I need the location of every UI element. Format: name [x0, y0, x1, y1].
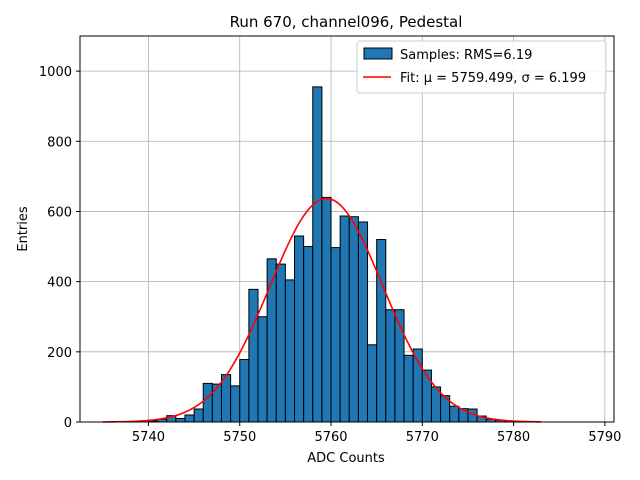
plot-frame — [79, 35, 615, 423]
y-axis-ticks: 0 200 400 600 800 1000 — [39, 65, 80, 431]
histogram-bar — [367, 344, 378, 423]
legend-histogram-label: Samples: RMS=6.19 — [400, 48, 532, 63]
histogram-bar — [211, 383, 222, 423]
histogram-bar — [421, 369, 432, 423]
y-tick-label: 600 — [47, 205, 72, 220]
histogram-bar — [284, 279, 296, 423]
histogram-bar — [449, 405, 460, 423]
histogram-bar — [321, 196, 332, 423]
histogram-bar — [294, 235, 305, 423]
histogram-bar — [303, 246, 314, 423]
fit-curve — [102, 197, 541, 423]
x-tick-label: 5750 — [223, 430, 256, 445]
histogram-bar — [193, 408, 204, 423]
histogram-bar — [202, 382, 213, 423]
histogram-bar — [312, 86, 323, 423]
histogram-bars — [147, 86, 515, 423]
legend-fit-label: Fit: μ = 5759.499, σ = 6.199 — [400, 71, 586, 86]
histogram-bar — [385, 309, 396, 423]
y-tick-label: 200 — [47, 346, 72, 361]
legend-histogram-swatch — [363, 47, 393, 60]
y-axis-label: Entries — [16, 206, 31, 252]
x-axis-ticks: 5740 5750 5760 5770 5780 5790 — [132, 422, 621, 445]
x-tick-label: 5780 — [497, 430, 530, 445]
y-tick-label: 1000 — [39, 65, 72, 80]
chart-title: Run 670, channel096, Pedestal — [230, 13, 463, 31]
x-axis-label: ADC Counts — [307, 451, 385, 466]
histogram-bar — [330, 247, 341, 423]
x-tick-label: 5740 — [132, 430, 165, 445]
legend: Samples: RMS=6.19 Fit: μ = 5759.499, σ =… — [356, 40, 607, 94]
histogram-bar — [230, 385, 241, 423]
histogram-bar — [220, 374, 232, 423]
x-tick-label: 5760 — [314, 430, 347, 445]
y-tick-label: 0 — [64, 416, 72, 431]
x-tick-label: 5770 — [406, 430, 439, 445]
histogram-bar — [376, 239, 387, 423]
y-tick-label: 800 — [47, 135, 72, 150]
histogram-bar — [275, 263, 286, 423]
histogram-bar — [239, 359, 250, 423]
histogram-bar — [257, 316, 268, 423]
histogram-bar — [339, 215, 350, 423]
y-tick-label: 400 — [47, 276, 72, 291]
histogram-bar — [184, 414, 195, 423]
histogram-bar — [403, 354, 414, 423]
histogram-bar — [175, 417, 186, 423]
histogram-bar — [357, 221, 369, 423]
histogram-bar — [348, 216, 359, 423]
legend-box — [356, 40, 607, 94]
x-tick-label: 5790 — [588, 430, 621, 445]
histogram-bar — [248, 288, 259, 423]
